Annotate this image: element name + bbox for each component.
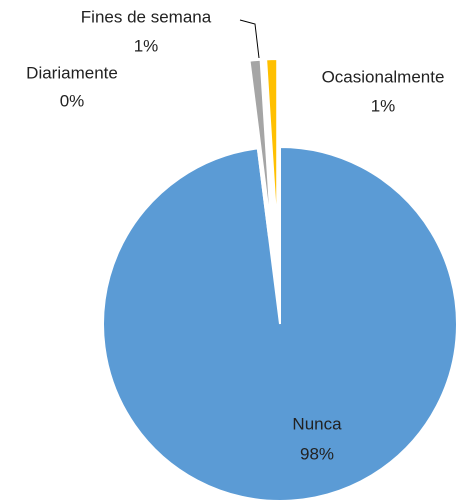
slice-label: Nunca xyxy=(292,414,342,433)
slice-label: Ocasionalmente xyxy=(322,67,445,86)
slice-label: Diariamente xyxy=(26,63,118,82)
pie-slice xyxy=(248,58,273,237)
slice-label: Fines de semana xyxy=(81,7,212,26)
slice-value-label: 1% xyxy=(371,96,396,115)
slice-value-label: 1% xyxy=(134,36,159,55)
slice-value-label: 98% xyxy=(300,444,334,463)
leader-line xyxy=(239,19,260,59)
pie-slice xyxy=(265,58,279,237)
slice-value-label: 0% xyxy=(60,91,85,110)
pie-slice xyxy=(245,60,270,237)
pie-slice xyxy=(102,145,458,501)
